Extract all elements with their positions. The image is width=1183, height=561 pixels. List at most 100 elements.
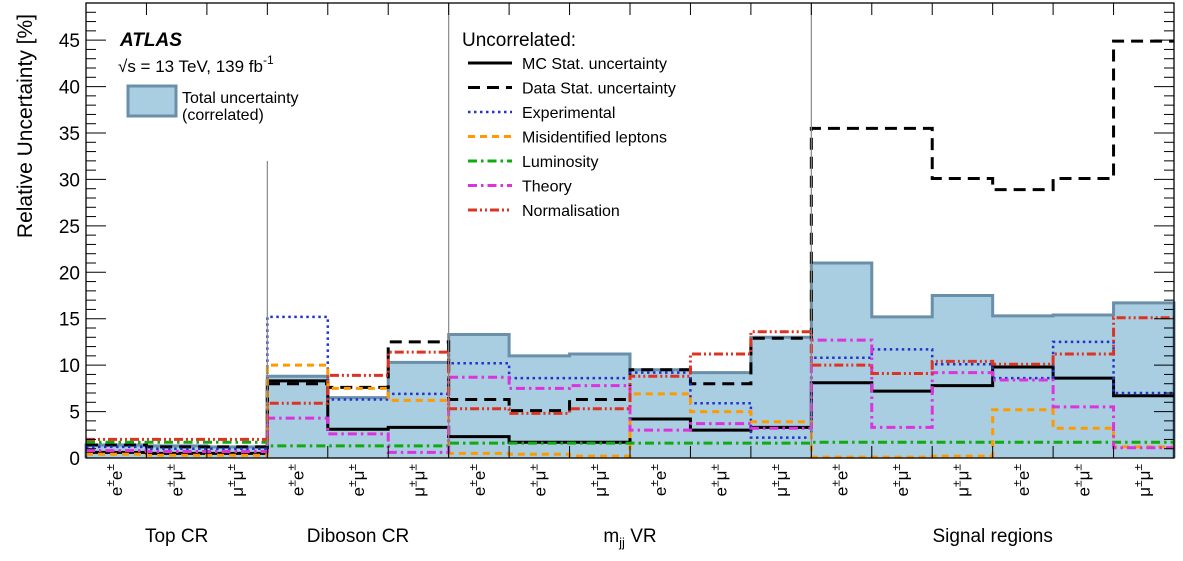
bin-label-base: e — [470, 487, 489, 496]
bin-label-sup: ± — [103, 464, 117, 471]
legend-label-norm: Normalisation — [522, 203, 620, 220]
bin-label-base: μ — [409, 487, 428, 497]
region-label-main: m — [603, 526, 619, 547]
ytick-label-30: 30 — [59, 170, 80, 191]
bin-label-sup: ± — [405, 480, 419, 487]
legend-label-misid: Misidentified leptons — [522, 130, 667, 147]
region-label-3: Signal regions — [932, 526, 1052, 547]
bin-label-base: μ — [409, 471, 428, 481]
bin-label-sup: ± — [285, 480, 299, 487]
bin-label-sup: ± — [1131, 480, 1145, 487]
bin-label-base: e — [712, 487, 731, 496]
bin-label-base: μ — [953, 471, 972, 481]
x-axis-ticks — [85, 3, 1175, 458]
bin-label-sup: ± — [526, 480, 540, 487]
region-label-1: Diboson CR — [307, 526, 409, 547]
ytick-label-5: 5 — [69, 403, 80, 424]
region-separators — [266, 3, 812, 458]
bin-label-0: e±e± — [103, 464, 126, 497]
bin-label-base: e — [893, 487, 912, 496]
legend-total-swatch — [126, 84, 178, 118]
bin-label-17: μ±μ± — [1131, 464, 1154, 497]
energy-label: √s = 13 TeV, 139 fb-1 — [118, 53, 274, 76]
legend-total-line1: Total uncertainty — [182, 90, 299, 107]
bin-label-sup: ± — [103, 480, 117, 487]
bin-label-sup: ± — [345, 480, 359, 487]
bin-label-base: μ — [893, 471, 912, 481]
region-label-2: mjj VR — [603, 526, 656, 550]
bin-label-sup: ± — [587, 464, 601, 471]
series-theory — [86, 338, 1174, 454]
bin-label-base: e — [651, 487, 670, 496]
bin-label-sup: ± — [768, 464, 782, 471]
bin-label-base: e — [470, 471, 489, 480]
bin-label-9: e±e± — [647, 464, 670, 497]
ytick-label-20: 20 — [59, 263, 80, 284]
bin-label-sup: ± — [889, 480, 903, 487]
bin-label-base: μ — [228, 487, 247, 497]
legend-title: Uncorrelated: — [462, 30, 576, 51]
bin-label-15: e±e± — [1010, 464, 1033, 497]
bin-label-base: e — [1074, 487, 1093, 496]
bin-label-base: μ — [591, 487, 610, 497]
bin-label-sup: ± — [1131, 464, 1145, 471]
ytick-label-45: 45 — [59, 31, 80, 52]
energy-text: √s = 13 TeV, 139 fb — [118, 57, 263, 76]
legend-uncorrelated: MC Stat. uncertainty Data Stat. uncertain… — [468, 56, 676, 220]
bin-label-sup: ± — [224, 464, 238, 471]
bin-label-sup: ± — [708, 480, 722, 487]
bin-label-base: e — [349, 487, 368, 496]
bin-label-sup: ± — [1010, 480, 1024, 487]
bin-label-sup: ± — [224, 480, 238, 487]
series-experimental — [86, 315, 1174, 450]
legend-label-data_stat: Data Stat. uncertainty — [522, 81, 676, 98]
bin-label-base: μ — [349, 471, 368, 481]
legend-label-experimental: Experimental — [522, 105, 615, 122]
bin-label-base: μ — [712, 471, 731, 481]
energy-superscript: -1 — [263, 53, 274, 67]
bin-label-base: e — [530, 487, 549, 496]
y-axis-ticks: 0 5 10 15 20 25 30 35 40 45 — [59, 2, 1174, 470]
bin-label-sup: ± — [829, 480, 843, 487]
bin-label-base: μ — [1135, 471, 1154, 481]
bin-label-sup: ± — [829, 464, 843, 471]
ytick-label-15: 15 — [59, 310, 80, 331]
legend-total-line2: (correlated) — [182, 107, 264, 124]
bin-label-base: μ — [168, 471, 187, 481]
bin-label-sup: ± — [768, 480, 782, 487]
bin-label-base: μ — [772, 471, 791, 481]
bin-label-base: e — [289, 487, 308, 496]
region-label-rest: VR — [625, 526, 657, 547]
legend-label-mc_stat: MC Stat. uncertainty — [522, 56, 667, 73]
bin-label-sup: ± — [164, 480, 178, 487]
bin-label-base: e — [833, 471, 852, 480]
bin-label-base: e — [833, 487, 852, 496]
bin-label-base: e — [107, 487, 126, 496]
ytick-label-25: 25 — [59, 217, 80, 238]
bin-label-sup: ± — [1010, 464, 1024, 471]
bin-label-sup: ± — [1070, 464, 1084, 471]
bin-label-1: e±μ± — [164, 464, 187, 497]
bin-label-sup: ± — [647, 480, 661, 487]
bin-label-sup: ± — [164, 464, 178, 471]
y-axis-label: Relative Uncertainty [%] — [14, 14, 37, 238]
bin-label-8: μ±μ± — [587, 464, 610, 497]
bin-label-3: e±e± — [285, 464, 308, 497]
bin-label-16: e±μ± — [1070, 464, 1093, 497]
bin-label-sup: ± — [949, 464, 963, 471]
bin-label-sup: ± — [405, 464, 419, 471]
region-label-sub: jj — [618, 535, 625, 550]
ytick-label-10: 10 — [59, 356, 80, 377]
bin-label-sup: ± — [466, 480, 480, 487]
bin-label-base: e — [107, 471, 126, 480]
bin-label-base: μ — [591, 471, 610, 481]
bin-label-base: e — [1014, 471, 1033, 480]
bin-label-base: e — [168, 487, 187, 496]
bin-label-5: μ±μ± — [405, 464, 428, 497]
bin-label-base: μ — [530, 471, 549, 481]
bin-label-base: μ — [1135, 487, 1154, 497]
region-labels: Top CR Diboson CR mjj VR Signal regions — [145, 526, 1053, 550]
